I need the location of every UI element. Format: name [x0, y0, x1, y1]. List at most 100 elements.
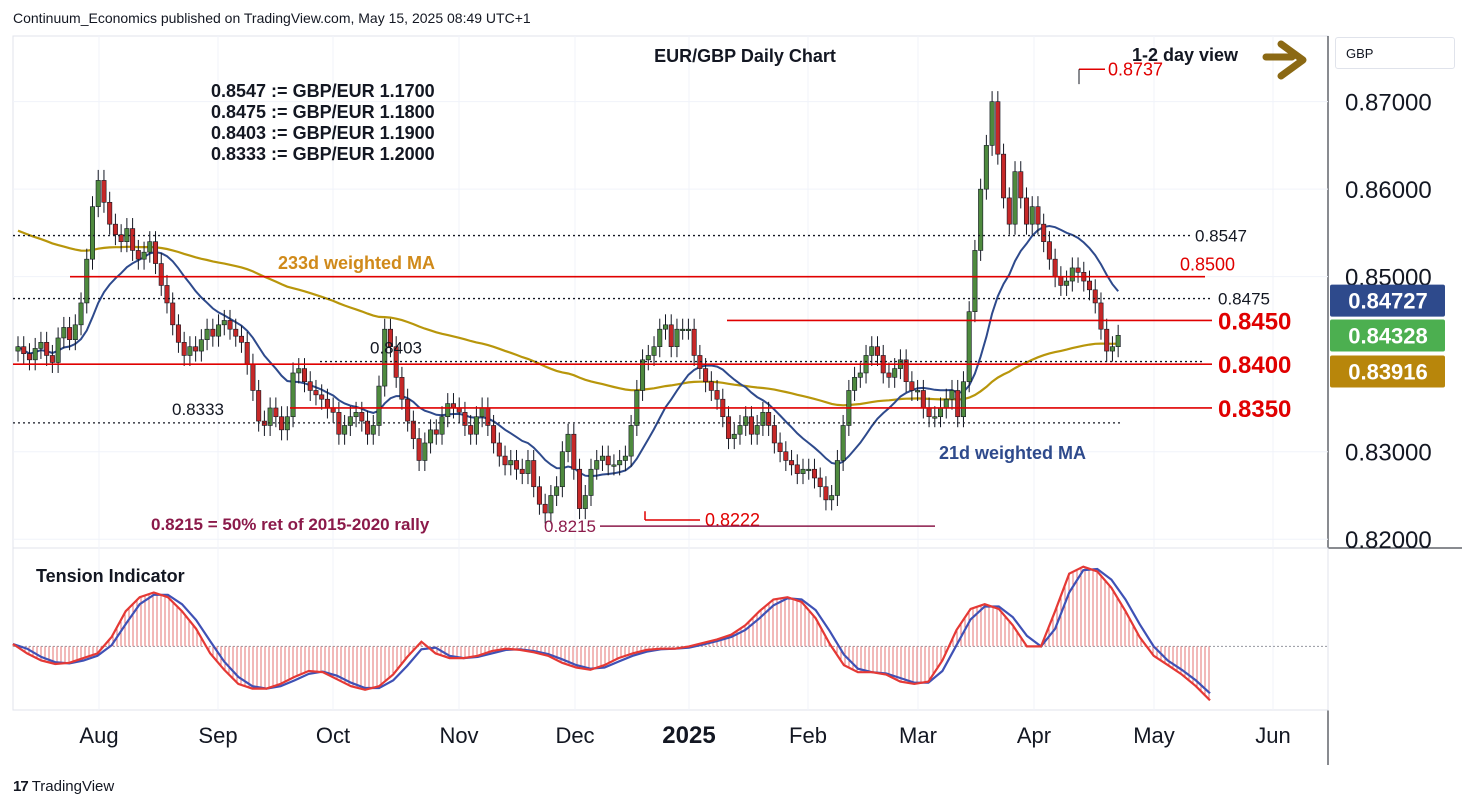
currency-selector[interactable]: GBP	[1335, 37, 1455, 69]
candle	[313, 390, 319, 396]
candle	[44, 342, 50, 356]
candle	[565, 433, 571, 453]
ma21-line	[17, 224, 1119, 478]
candle	[359, 412, 365, 422]
candle	[233, 328, 239, 337]
candle	[978, 188, 984, 251]
x-tick-label: 2025	[662, 722, 715, 749]
candle	[1023, 197, 1029, 225]
candle	[852, 377, 858, 391]
conversion-note: 0.8333 := GBP/EUR 1.2000	[211, 144, 435, 164]
x-tick-label: Aug	[79, 723, 118, 748]
candle	[473, 416, 479, 435]
candle	[559, 451, 565, 488]
ma233-line	[17, 229, 1119, 407]
candle	[943, 398, 949, 409]
candle	[869, 346, 875, 356]
candle	[491, 425, 497, 444]
candle	[1087, 280, 1093, 291]
candle	[410, 420, 416, 439]
candle	[536, 486, 542, 505]
candle	[496, 442, 502, 457]
price-badge	[1330, 319, 1445, 352]
candle	[61, 327, 67, 339]
candle	[834, 460, 840, 496]
candle	[1092, 289, 1098, 304]
candle	[1001, 153, 1007, 199]
candle	[926, 407, 932, 418]
candle	[135, 250, 141, 260]
candle	[1046, 241, 1052, 260]
candle	[766, 412, 772, 426]
candle	[714, 390, 720, 400]
candle	[823, 486, 829, 501]
level-label-0-8215: 0.8215	[544, 517, 596, 536]
candle	[502, 455, 508, 466]
candle	[216, 324, 222, 337]
candle	[903, 359, 909, 383]
candle	[382, 328, 388, 387]
ma233-label: 233d weighted MA	[278, 253, 435, 273]
candle	[342, 425, 348, 435]
candle	[107, 201, 113, 225]
candle	[1075, 267, 1081, 273]
candle	[267, 407, 273, 426]
candle	[949, 390, 955, 400]
level-label-0-8333: 0.8333	[172, 400, 224, 419]
candle	[301, 368, 307, 383]
candle	[708, 381, 714, 391]
candle	[915, 390, 921, 393]
candle	[531, 460, 537, 488]
level-label-0-8222: 0.8222	[705, 510, 760, 530]
candle	[806, 468, 812, 472]
candle	[909, 381, 915, 391]
candle	[645, 355, 651, 361]
x-tick-label: Oct	[316, 723, 350, 748]
candle	[319, 394, 325, 400]
candle	[892, 368, 898, 378]
candle	[1104, 328, 1110, 352]
candle	[181, 342, 187, 356]
x-tick-label: Sep	[198, 723, 237, 748]
candle	[433, 429, 439, 435]
price-badge-label: 0.84328	[1348, 323, 1428, 348]
tension-label: Tension Indicator	[36, 566, 185, 586]
candle	[428, 429, 434, 444]
view-label: 1-2 day view	[1132, 45, 1239, 65]
price-badge-label: 0.83916	[1348, 360, 1428, 385]
candle	[353, 412, 359, 418]
price-badge	[1330, 355, 1445, 388]
candle	[611, 464, 617, 467]
candle	[1029, 206, 1035, 225]
candle	[972, 250, 978, 312]
candle	[685, 328, 691, 331]
candle	[1109, 346, 1115, 352]
candle	[680, 328, 686, 331]
candle	[112, 223, 118, 235]
candle	[1018, 171, 1024, 199]
candle	[582, 495, 588, 509]
x-tick-label: Dec	[555, 723, 594, 748]
level-label-0-8500: 0.8500	[1180, 255, 1235, 275]
candle	[67, 327, 73, 340]
candle	[296, 368, 302, 374]
candle	[307, 381, 313, 391]
candle	[525, 460, 531, 474]
candle	[548, 495, 554, 514]
x-tick-label: May	[1133, 723, 1175, 748]
candle	[662, 324, 668, 330]
candle	[811, 468, 817, 479]
candle	[542, 503, 548, 514]
candle	[605, 455, 611, 466]
candle	[651, 346, 657, 356]
candle	[204, 328, 210, 340]
candle	[691, 328, 697, 356]
candle	[726, 416, 732, 439]
conversion-note: 0.8403 := GBP/EUR 1.1900	[211, 123, 435, 143]
level-label-0-8400: 0.8400	[1218, 352, 1291, 379]
candle	[571, 433, 577, 470]
candle	[1058, 276, 1064, 286]
candle	[617, 460, 623, 466]
candle	[794, 464, 800, 474]
